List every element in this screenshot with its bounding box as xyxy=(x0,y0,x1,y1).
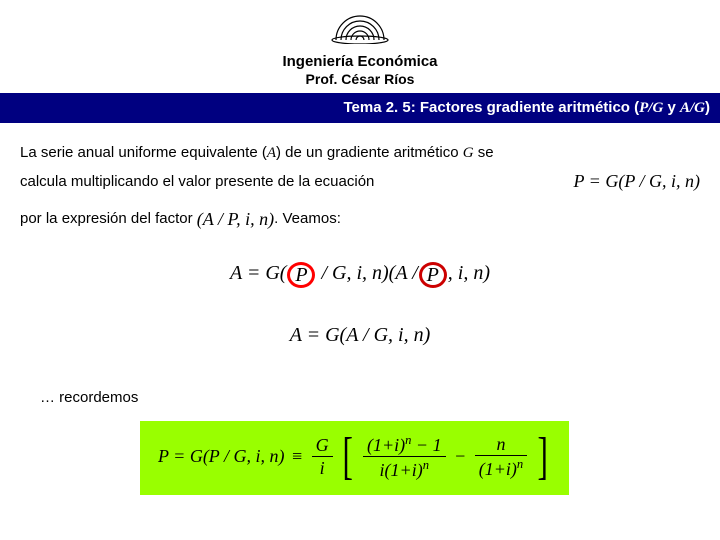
paragraph-line-2: calcula multiplicando el valor presente … xyxy=(20,168,700,197)
topic-factor-1: P/G xyxy=(639,100,663,116)
symbol-A: A xyxy=(267,145,276,161)
bracket-close: ] xyxy=(537,434,547,481)
circled-p-2: P xyxy=(419,262,447,288)
eq1-lhs: A = G( xyxy=(230,262,286,284)
topic-suffix: ) xyxy=(705,99,710,116)
slide-header: Ingeniería Económica Prof. César Ríos xyxy=(0,0,720,93)
frac-G-over-i: G i xyxy=(312,435,333,481)
professor-name: Prof. César Ríos xyxy=(0,71,720,87)
frac1-den: i xyxy=(312,457,333,480)
text-seg-3b: . Veamos: xyxy=(274,210,341,227)
eq1-mid: / G, i, n)(A / xyxy=(321,262,417,284)
topic-factor-2: A/G xyxy=(680,100,705,116)
eq1-rhs: , i, n) xyxy=(448,262,490,284)
slide-content: La serie anual uniforme equivalente (A) … xyxy=(0,123,720,495)
inner-den-1: i(1+i)n xyxy=(363,457,446,482)
equation-block-1: A = G(P / G, i, n)(A /P, i, n) xyxy=(20,254,700,292)
inner-frac-1: (1+i)n − 1 i(1+i)n xyxy=(363,433,446,483)
topic-bar: Tema 2. 5: Factores gradiente aritmético… xyxy=(0,93,720,123)
factor-ap: (A / P, i, n) xyxy=(197,202,274,236)
frac2-den: (1+i)n xyxy=(475,456,527,481)
symbol-G: G xyxy=(463,145,474,161)
course-title: Ingeniería Económica xyxy=(0,53,720,70)
highlighted-equation: P = G(P / G, i, n) ≡ G i [ (1+i)n − 1 i(… xyxy=(140,421,569,495)
topic-mid: y xyxy=(663,99,680,116)
inner-num-1: (1+i)n − 1 xyxy=(363,433,446,458)
circled-p-1: P xyxy=(287,262,315,288)
recall-text: … recordemos xyxy=(40,384,700,413)
text-line-2: calcula multiplicando el valor presente … xyxy=(20,173,374,190)
topic-prefix: Tema 2. 5: Factores gradiente aritmético… xyxy=(343,99,639,116)
frac1-num: G xyxy=(312,435,333,458)
paragraph-line-3: por la expresión del factor (A / P, i, n… xyxy=(20,202,700,236)
text-seg-3a: por la expresión del factor xyxy=(20,210,197,227)
equation-block-2: A = G(A / G, i, n) xyxy=(20,316,700,354)
equation-pv: P = G(P / G, i, n) xyxy=(574,164,700,198)
logo-icon xyxy=(330,10,390,44)
text-seg-1a: La serie anual uniforme equivalente xyxy=(20,144,262,161)
text-seg-1b: de un gradiente aritmético xyxy=(281,144,463,161)
minus-op: − xyxy=(455,446,470,466)
inner-frac-2: n (1+i)n xyxy=(475,434,527,482)
bigeq-lhs: P = G(P / G, i, n) ≡ xyxy=(158,446,310,466)
bracket-open: [ xyxy=(343,434,353,481)
frac2-num: n xyxy=(475,434,527,457)
eq2-text: A = G(A / G, i, n) xyxy=(290,316,431,354)
text-seg-1c: se xyxy=(474,144,494,161)
